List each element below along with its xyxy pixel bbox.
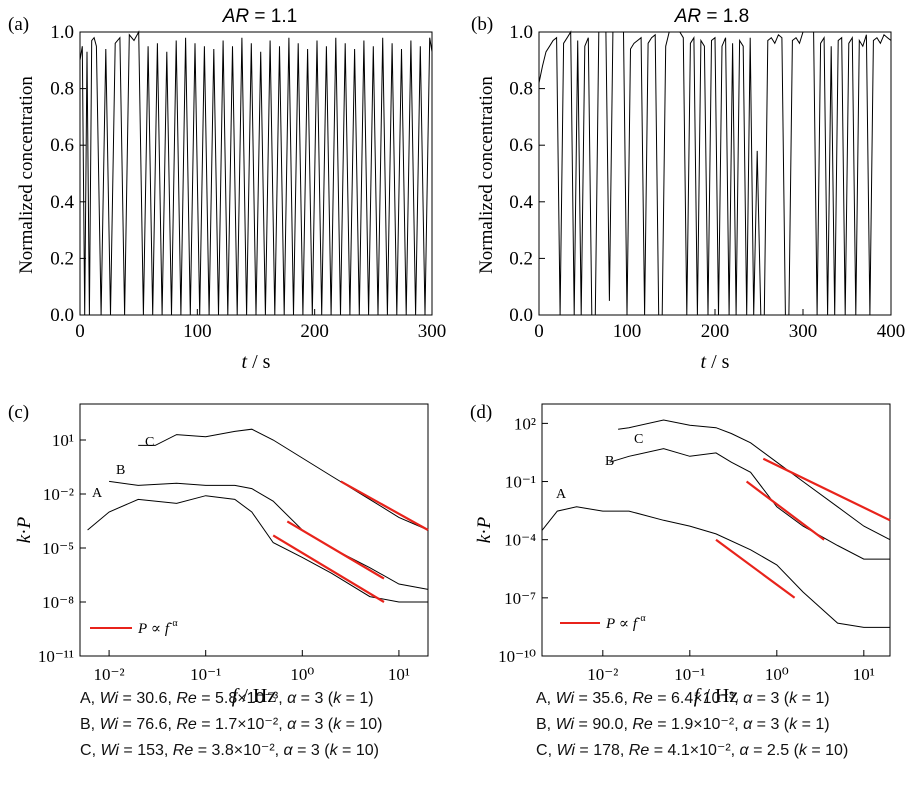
curve-label-d-C: C <box>634 432 643 447</box>
concentration-trace-a <box>79 30 433 316</box>
y-tick-label-a: 0.2 <box>50 248 74 269</box>
x-tick-label-d: 10¹ <box>853 665 875 684</box>
curves-c <box>87 428 429 603</box>
x-axis-label-b: t / s <box>701 351 730 373</box>
x-tick-label-c: 10⁻² <box>94 665 125 684</box>
spectrum-curve-c-A <box>87 495 428 603</box>
y-tick-label-d: 10⁻⁴ <box>504 531 536 550</box>
x-tick-label-b: 200 <box>701 321 730 342</box>
spectrum-curve-c-B <box>109 480 429 590</box>
y-tick-label-b: 0.2 <box>509 248 533 269</box>
x-axis-label-d: f / Hz <box>694 685 739 707</box>
y-tick-label-c: 10⁻² <box>43 485 74 504</box>
ticks-d: 10⁻² 10⁻¹ 10⁰ 10¹ 10⁻¹⁰ 10⁻⁷ 10⁻⁴ 10⁻¹ 10² <box>498 414 875 684</box>
panel-label-a: (a) <box>8 14 29 35</box>
x-tick-label-a: 300 <box>418 321 447 342</box>
y-tick-label-b: 0.4 <box>509 192 533 213</box>
legend-c-label: P ∝ f-α <box>137 618 178 637</box>
power-law-fit-c-C <box>340 480 429 531</box>
y-tick-label-a: 0.0 <box>50 305 74 326</box>
captions-c: A, Wi = 30.6, Re = 5.8×10⁻³, α = 3 (k = … <box>80 686 460 764</box>
y-tick-label-d: 10⁻⁷ <box>504 589 536 608</box>
captions-d: A, Wi = 35.6, Re = 6.4×10⁻³, α = 3 (k = … <box>536 686 910 764</box>
y-axis-label-c: k·P <box>14 516 35 543</box>
caption-c-0: A, Wi = 30.6, Re = 5.8×10⁻³, α = 3 (k = … <box>80 690 374 707</box>
y-tick-label-c: 10¹ <box>52 431 74 450</box>
caption-d-2: C, Wi = 178, Re = 4.1×10⁻², α = 2.5 (k =… <box>536 742 849 759</box>
spectrum-curve-d-C <box>618 419 891 541</box>
curve-label-d-B: B <box>605 454 614 469</box>
y-tick-label-d: 10⁻¹⁰ <box>498 647 536 666</box>
x-tick-label-a: 0 <box>75 321 85 342</box>
y-tick-label-b: 0.0 <box>509 305 533 326</box>
y-tick-label-b: 0.8 <box>509 79 533 100</box>
x-tick-label-b: 0 <box>534 321 544 342</box>
x-tick-label-b: 300 <box>789 321 818 342</box>
x-tick-label-c: 10⁰ <box>290 665 314 684</box>
y-axis-label-b: Normalized concentration <box>476 76 497 274</box>
power-law-fit-d-A <box>715 538 796 599</box>
power-law-fit-d-B <box>745 480 825 541</box>
power-law-fit-d-C <box>762 457 891 522</box>
curve-label-c-A: A <box>92 486 103 501</box>
plot-frame-d <box>541 403 891 657</box>
y-tick-label-d: 10⁻¹ <box>505 473 536 492</box>
curve-label-c-B: B <box>116 463 125 478</box>
ticks-b: 0 100 200 300 400 0.0 0.2 0.4 0.6 0.8 1.0 <box>509 22 905 342</box>
x-tick-label-d: 10⁰ <box>765 665 789 684</box>
plot-frame-c <box>79 403 429 657</box>
spectrum-curve-c-C <box>138 428 429 531</box>
caption-d-0: A, Wi = 35.6, Re = 6.4×10⁻³, α = 3 (k = … <box>536 690 830 707</box>
curve-label-c-C: C <box>145 435 154 450</box>
power-law-fit-c-A <box>272 534 385 603</box>
power-law-fit-c-B <box>286 520 385 580</box>
ticks-a: 0 100 200 300 0.0 0.2 0.4 0.6 0.8 1.0 <box>50 22 446 342</box>
y-tick-label-c: 10⁻¹¹ <box>38 647 74 666</box>
y-tick-label-c: 10⁻⁸ <box>42 593 74 612</box>
spectrum-curve-d-B <box>609 448 890 560</box>
ticks-c: 10⁻² 10⁻¹ 10⁰ 10¹ 10⁻¹¹ 10⁻⁸ 10⁻⁵ 10⁻² 10¹ <box>38 431 410 684</box>
legend-c: P ∝ f-α <box>90 618 178 637</box>
panel-label-d: (d) <box>470 402 492 423</box>
caption-d-1: B, Wi = 90.0, Re = 1.9×10⁻², α = 3 (k = … <box>536 716 830 733</box>
x-tick-label-c: 10¹ <box>388 665 410 684</box>
panel-c: (c) 10⁻² 10⁻¹ 10⁰ 10¹ 10⁻¹¹ 10⁻⁸ 10⁻⁵ 10⁻² 10¹ C… <box>8 402 429 707</box>
y-axis-label-a: Normalized concentration <box>16 76 37 274</box>
caption-c-1: B, Wi = 76.6, Re = 1.7×10⁻², α = 3 (k = … <box>80 716 383 733</box>
caption-c-2: C, Wi = 153, Re = 3.8×10⁻², α = 3 (k = 1… <box>80 742 379 759</box>
x-axis-label-a: t / s <box>242 351 271 373</box>
x-tick-label-b: 100 <box>613 321 642 342</box>
y-tick-label-a: 0.8 <box>50 79 74 100</box>
concentration-trace-b <box>538 30 892 316</box>
y-tick-label-a: 0.4 <box>50 192 74 213</box>
y-tick-label-b: 0.6 <box>509 135 533 156</box>
x-tick-label-d: 10⁻² <box>587 665 618 684</box>
panel-a-title: AR = 1.1 <box>222 6 297 27</box>
legend-d-label: P ∝ f-α <box>605 613 646 632</box>
x-tick-label-c: 10⁻¹ <box>190 665 221 684</box>
y-axis-label-d: k·P <box>474 516 495 543</box>
y-tick-label-d: 10² <box>514 414 536 433</box>
legend-d: P ∝ f-α <box>560 613 646 632</box>
panel-d: (d) 10⁻² 10⁻¹ 10⁰ 10¹ 10⁻¹⁰ 10⁻⁷ 10⁻⁴ 10⁻¹ 10² C… <box>470 402 891 707</box>
curve-label-d-A: A <box>556 487 567 502</box>
y-tick-label-a: 1.0 <box>50 22 74 43</box>
panel-label-c: (c) <box>8 402 29 423</box>
x-axis-label-c: f / Hz <box>232 685 277 707</box>
y-tick-label-a: 0.6 <box>50 135 74 156</box>
x-tick-label-b: 400 <box>877 321 906 342</box>
x-tick-label-a: 100 <box>183 321 212 342</box>
panel-b: (b) AR = 1.8 0 100 200 300 400 0.0 0.2 0.4 0.6 0.… <box>471 6 905 373</box>
spectrum-curve-d-A <box>541 506 890 628</box>
panel-label-b: (b) <box>471 14 493 35</box>
y-tick-label-c: 10⁻⁵ <box>42 539 74 558</box>
y-tick-label-b: 1.0 <box>509 22 533 43</box>
panel-b-title: AR = 1.8 <box>674 6 749 27</box>
panel-a: (a) AR = 1.1 0 100 200 300 0.0 0.2 0.4 0.6 0.8 1.… <box>8 6 446 373</box>
x-tick-label-d: 10⁻¹ <box>674 665 705 684</box>
x-tick-label-a: 200 <box>300 321 329 342</box>
curves-d <box>541 419 891 628</box>
